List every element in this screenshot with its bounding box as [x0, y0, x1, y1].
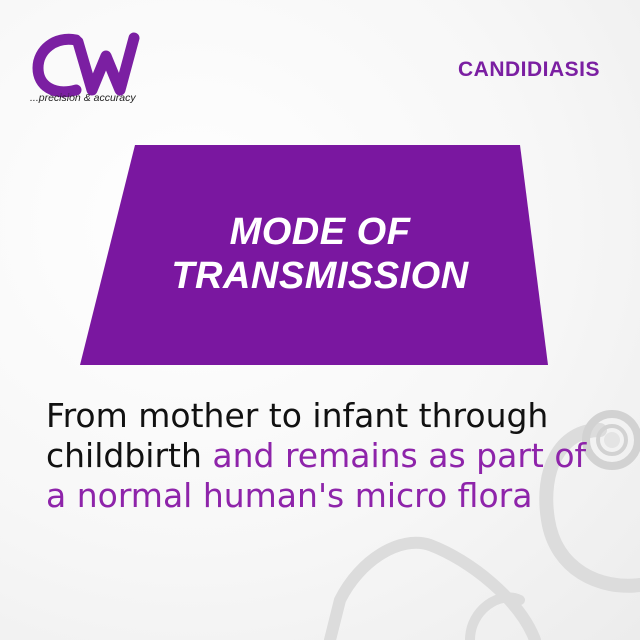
banner-title-line1: MODE OF: [229, 211, 411, 253]
body-text-black: From mother to infant through childbirth: [46, 396, 549, 475]
banner-title: MODE OF TRANSMISSION: [150, 210, 490, 298]
brand-logo: [30, 30, 160, 120]
body-text: From mother to infant through childbirth…: [46, 396, 606, 516]
topic-label: CANDIDIASIS: [457, 58, 600, 81]
banner-title-line2: TRANSMISSION: [171, 255, 469, 297]
banner-shape: [80, 145, 548, 365]
body-text-purple: and remains as part of a normal human's …: [46, 436, 587, 515]
brand-tagline: ...precision & accuracy: [30, 92, 136, 104]
cw-logo-mark: [32, 32, 140, 98]
